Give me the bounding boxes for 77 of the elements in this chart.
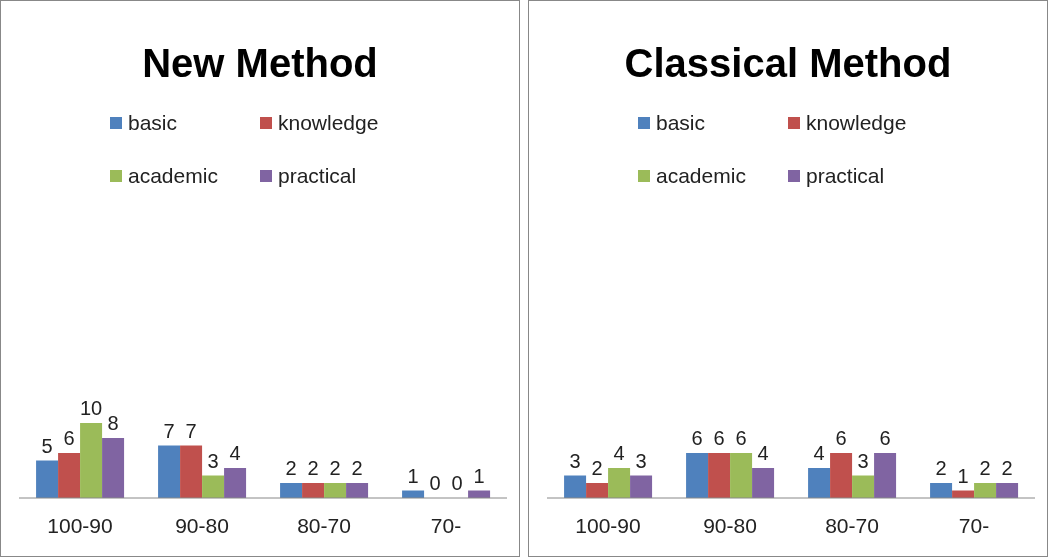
x-tick-label: 80-70 <box>297 513 351 537</box>
bar <box>302 483 325 498</box>
bar <box>708 453 731 498</box>
data-label: 2 <box>285 457 297 479</box>
bar <box>36 460 59 498</box>
data-label: 1 <box>473 464 485 487</box>
data-label: 2 <box>351 457 363 479</box>
bar <box>102 438 125 498</box>
data-label: 2 <box>1001 457 1013 479</box>
bar <box>586 483 609 498</box>
legend-label: practical <box>278 163 357 188</box>
chart-title: New Method <box>141 40 379 87</box>
bar <box>686 453 709 498</box>
data-label: 1 <box>407 464 419 487</box>
data-label: 6 <box>879 427 891 449</box>
bar <box>280 483 303 498</box>
data-label: 4 <box>757 442 769 464</box>
bar <box>224 468 247 498</box>
bar <box>202 475 225 498</box>
x-tick-label: 70- <box>958 513 990 537</box>
legend-label: academic <box>128 163 218 188</box>
bar <box>874 453 897 498</box>
bar <box>974 483 997 498</box>
data-label: 0 <box>429 472 441 494</box>
legend-label: practical <box>806 163 885 188</box>
data-label: 2 <box>979 457 991 479</box>
x-tick-label: 90-80 <box>175 513 229 537</box>
bar <box>346 483 369 498</box>
legend-label: knowledge <box>278 110 379 135</box>
data-label: 6 <box>691 427 703 449</box>
data-label: 6 <box>63 427 75 449</box>
data-label: 7 <box>163 419 175 442</box>
bar <box>158 445 181 498</box>
x-tick-label: 100-90 <box>47 513 113 537</box>
data-label: 3 <box>207 449 219 472</box>
x-tick-label: 90-80 <box>703 513 757 537</box>
data-label: 2 <box>935 457 947 479</box>
legend-label: basic <box>656 110 706 135</box>
bar <box>608 468 631 498</box>
data-label: 10 <box>79 397 103 419</box>
data-label: 0 <box>451 472 463 494</box>
data-label: 4 <box>613 442 625 464</box>
x-tick-label: 100-90 <box>575 513 641 537</box>
chart-title: Classical Method <box>623 40 953 87</box>
data-label: 3 <box>857 449 869 472</box>
data-label: 4 <box>813 442 825 464</box>
legend-label: basic <box>128 110 178 135</box>
data-label: 5 <box>41 434 53 457</box>
data-label: 2 <box>307 457 319 479</box>
bar <box>180 445 203 498</box>
bar <box>808 468 831 498</box>
bar <box>80 423 103 498</box>
data-label: 4 <box>229 442 241 464</box>
data-label: 6 <box>835 427 847 449</box>
data-label: 1 <box>957 464 969 487</box>
bar <box>564 475 587 498</box>
data-label: 6 <box>735 427 747 449</box>
x-tick-label: 80-70 <box>825 513 879 537</box>
bar <box>930 483 953 498</box>
legend-label: knowledge <box>806 110 907 135</box>
legend-label: academic <box>656 163 746 188</box>
bar <box>752 468 775 498</box>
data-label: 8 <box>107 412 119 434</box>
bar <box>630 475 653 498</box>
data-label: 2 <box>591 457 603 479</box>
data-label: 3 <box>569 449 581 472</box>
data-label: 3 <box>635 449 647 472</box>
data-label: 6 <box>713 427 725 449</box>
x-tick-label: 70- <box>430 513 462 537</box>
bar <box>830 453 853 498</box>
bar <box>852 475 875 498</box>
bar <box>58 453 81 498</box>
data-label: 7 <box>185 419 197 442</box>
bar <box>996 483 1019 498</box>
bar <box>730 453 753 498</box>
data-label: 2 <box>329 457 341 479</box>
bar <box>324 483 347 498</box>
